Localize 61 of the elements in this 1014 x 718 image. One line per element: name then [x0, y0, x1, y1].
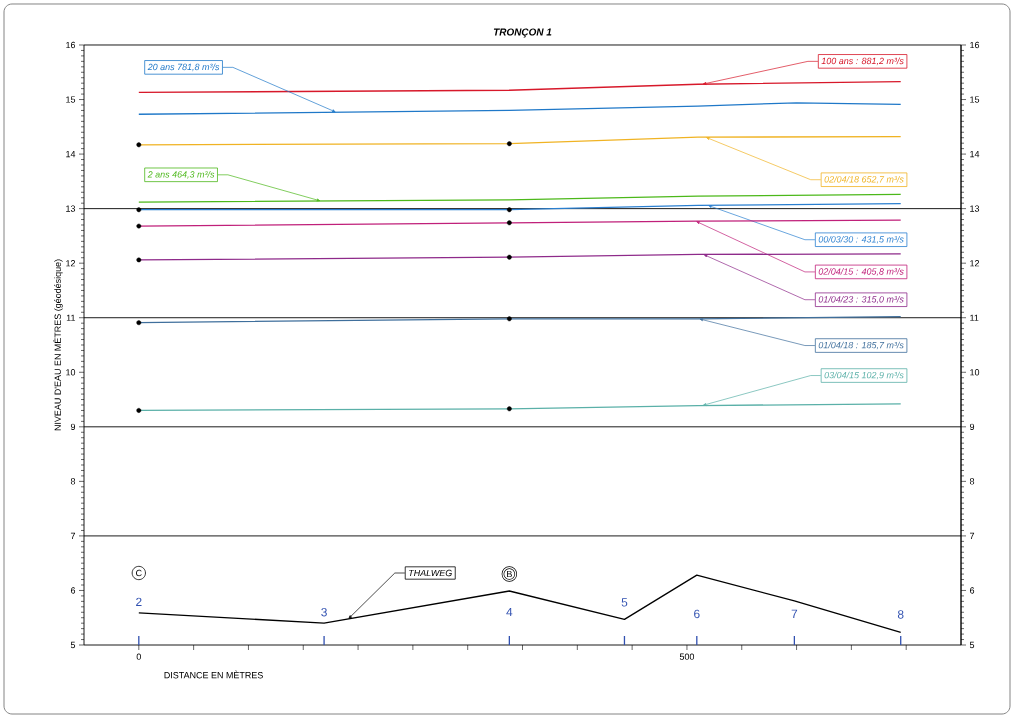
y2-tick-label: 5	[969, 641, 975, 649]
point	[136, 408, 142, 413]
text: 02/04/15 : 405,8 m³/s	[818, 268, 904, 276]
point	[696, 221, 701, 225]
series-label: 100 ans : 881,2 m³/s	[821, 57, 904, 66]
y-tick-label: 12	[66, 260, 76, 267]
point	[506, 207, 512, 213]
text: 02/04/18 652,7 m³/s	[824, 175, 904, 184]
text: 01/04/23 : 315,0 m³/s	[818, 295, 904, 304]
y-tick-label: 13	[66, 205, 76, 212]
annotation: 6	[694, 609, 700, 619]
text: 00/03/30 : 431,5 m³/s	[818, 235, 904, 244]
y-tick-label: 16	[66, 41, 76, 49]
annotation: 8	[897, 610, 904, 619]
y-axis-title: NIVEAU D'EAU EN MÈTRES (géodésique)	[53, 259, 63, 431]
point	[506, 406, 512, 412]
text: 20 ans 781,8 m³/s	[147, 63, 220, 72]
point	[136, 142, 142, 148]
y-tick-label: 9	[70, 423, 76, 430]
chart-title: TRONÇON 1	[493, 28, 552, 38]
text: 03/04/15 102,9 m³/s	[824, 371, 904, 380]
y2-tick-label: 8	[969, 478, 975, 485]
annotation: 5	[621, 598, 628, 607]
y-tick-label: 6	[70, 587, 76, 594]
x-tick-label: 0	[136, 653, 141, 660]
annotation: 3	[321, 607, 327, 617]
y-tick-label: 8	[70, 478, 76, 485]
point	[136, 223, 142, 229]
point	[136, 320, 142, 326]
point	[506, 316, 512, 322]
y-tick-label: 7	[70, 532, 76, 539]
y2-tick-label: 14	[970, 151, 980, 158]
point	[506, 220, 512, 226]
text: THALWEG	[409, 569, 452, 577]
text: 01/04/18 : 185,7 m³/s	[818, 341, 904, 350]
y2-tick-label: 16	[970, 41, 980, 49]
point	[506, 254, 512, 260]
y2-tick-label: 12	[970, 260, 980, 267]
annotation: 7	[791, 609, 798, 618]
annotation: 4	[506, 607, 513, 617]
y2-tick-label: 9	[969, 423, 975, 430]
y2-tick-label: 10	[970, 369, 980, 376]
y2-tick-label: 7	[969, 532, 975, 539]
y2-tick-label: 6	[969, 587, 975, 594]
point	[136, 257, 142, 263]
text: 2 ans 464,3 m³/s	[147, 170, 215, 179]
x-axis-title: DISTANCE EN MÈTRES	[164, 670, 263, 679]
y-tick-label: 14	[66, 151, 76, 158]
annotation: 2	[136, 597, 142, 606]
y2-tick-label: 13	[970, 205, 980, 212]
point	[136, 207, 142, 213]
y2-tick-label: 15	[970, 96, 980, 103]
x-tick-label: 500	[679, 653, 695, 660]
annotation: C	[136, 569, 142, 577]
y2-tick-label: 11	[970, 314, 979, 321]
point	[506, 141, 512, 147]
annotation: B	[507, 570, 512, 578]
y-tick-label: 15	[66, 96, 76, 103]
y-tick-label: 11	[66, 314, 76, 321]
y-tick-label: 5	[70, 641, 76, 649]
y-tick-label: 10	[66, 369, 76, 376]
